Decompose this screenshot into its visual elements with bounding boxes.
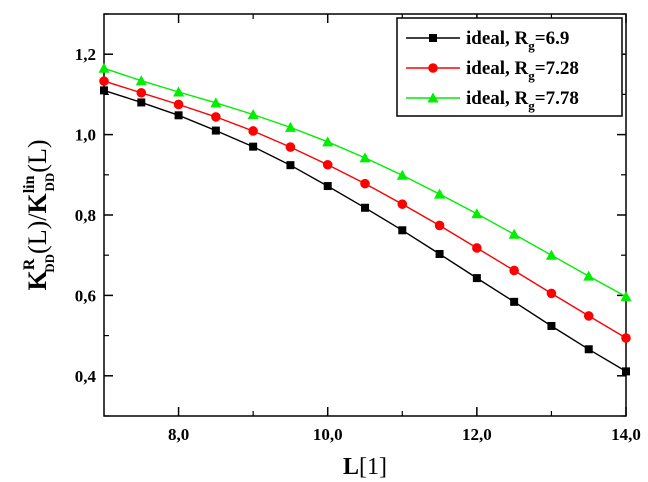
data-point — [545, 249, 557, 260]
y-title-num-sup: R — [21, 258, 38, 270]
data-point — [397, 199, 408, 209]
data-point — [100, 86, 108, 95]
data-point — [583, 311, 594, 321]
y-title-den-sup: lin — [21, 175, 38, 193]
legend-label-sub: g — [528, 68, 535, 83]
y-title-den-base: K — [23, 193, 52, 214]
data-point — [546, 288, 557, 299]
legend-marker — [427, 92, 439, 103]
y-tick-label: 1,0 — [75, 126, 96, 145]
data-point — [510, 297, 519, 306]
data-point — [248, 126, 258, 136]
axis-ticks: 8,0 10,0 12,0 14,0 0,4 0,6 0,8 1,0 1,2 — [75, 13, 641, 444]
data-point — [284, 121, 296, 132]
data-point — [210, 97, 222, 108]
series-layer — [98, 62, 632, 376]
data-point — [583, 270, 595, 281]
data-point — [173, 99, 184, 110]
y-title-den-arg: (L) — [23, 139, 52, 172]
data-point — [621, 333, 631, 343]
data-point — [137, 98, 146, 107]
data-point — [360, 178, 370, 189]
legend-entry-2: ideal, Rg=7.28 — [406, 58, 579, 83]
x-axis-title-main: L — [343, 454, 359, 480]
data-point — [285, 142, 296, 152]
series-1 — [100, 86, 630, 376]
data-point — [286, 161, 295, 170]
x-tick-label: 10,0 — [313, 425, 343, 444]
legend-label: ideal, Rg=7.28 — [466, 58, 579, 83]
legend-label-name: ideal, R — [466, 58, 529, 79]
data-point — [99, 76, 109, 86]
y-tick-label: 0,8 — [75, 206, 96, 225]
y-title-slash: / — [23, 213, 52, 221]
data-point — [173, 86, 185, 97]
y-title-num-base: K — [23, 270, 52, 291]
series-2 — [99, 76, 631, 343]
data-point — [472, 243, 482, 253]
y-tick-label: 1,2 — [75, 45, 96, 64]
data-point — [584, 345, 593, 354]
legend-marker — [429, 34, 437, 42]
y-title-num-arg: (L) — [23, 221, 52, 254]
legend-label-name: ideal, R — [466, 88, 529, 109]
legend-marker — [428, 63, 438, 73]
x-tick-label: 14,0 — [611, 425, 641, 444]
legend-label-suffix: =7.28 — [535, 58, 579, 79]
data-point — [136, 87, 147, 98]
legend-label-sub: g — [528, 98, 535, 113]
series-3 — [98, 62, 632, 302]
x-axis-title: L[1] — [343, 454, 387, 480]
legend-label-suffix: =7.78 — [535, 88, 579, 109]
data-point — [211, 126, 220, 135]
y-tick-label: 0,4 — [75, 367, 97, 386]
data-point — [471, 208, 483, 219]
legend-label-sub: g — [528, 38, 535, 53]
data-point — [472, 274, 481, 283]
data-point — [547, 321, 556, 330]
legend-entry-3: ideal, Rg=7.78 — [406, 88, 579, 113]
data-point — [322, 159, 333, 170]
x-tick-label: 12,0 — [462, 425, 492, 444]
data-point — [359, 152, 371, 163]
data-point — [620, 291, 632, 302]
legend-label: ideal, Rg=6.9 — [466, 28, 569, 53]
y-tick-label: 0,6 — [75, 286, 96, 305]
data-point — [361, 203, 369, 212]
legend-label-suffix: =6.9 — [535, 28, 570, 49]
legend-label: ideal, Rg=7.78 — [466, 88, 579, 113]
data-point — [434, 188, 446, 199]
legend-label-name: ideal, R — [466, 28, 529, 49]
y-title-num-sub: DD — [42, 254, 57, 273]
data-point — [247, 109, 259, 119]
data-point — [249, 142, 258, 151]
y-axis-title: KR DD(L)/Klin DD(L) — [21, 139, 57, 290]
data-point — [622, 367, 630, 376]
y-title-den-sub: DD — [42, 173, 57, 192]
data-point — [396, 169, 408, 180]
data-point — [135, 75, 147, 86]
data-point — [435, 249, 444, 258]
data-point — [322, 136, 334, 147]
data-point — [211, 112, 221, 122]
legend-entry-1: ideal, Rg=6.9 — [406, 28, 569, 53]
data-point — [398, 226, 407, 235]
data-point — [434, 220, 445, 231]
data-point — [323, 182, 332, 191]
data-point — [509, 265, 519, 276]
data-point — [174, 111, 183, 120]
x-tick-label: 8,0 — [168, 425, 189, 444]
data-point — [98, 62, 110, 73]
data-point — [508, 228, 520, 239]
x-axis-title-suffix: [1] — [359, 454, 387, 480]
